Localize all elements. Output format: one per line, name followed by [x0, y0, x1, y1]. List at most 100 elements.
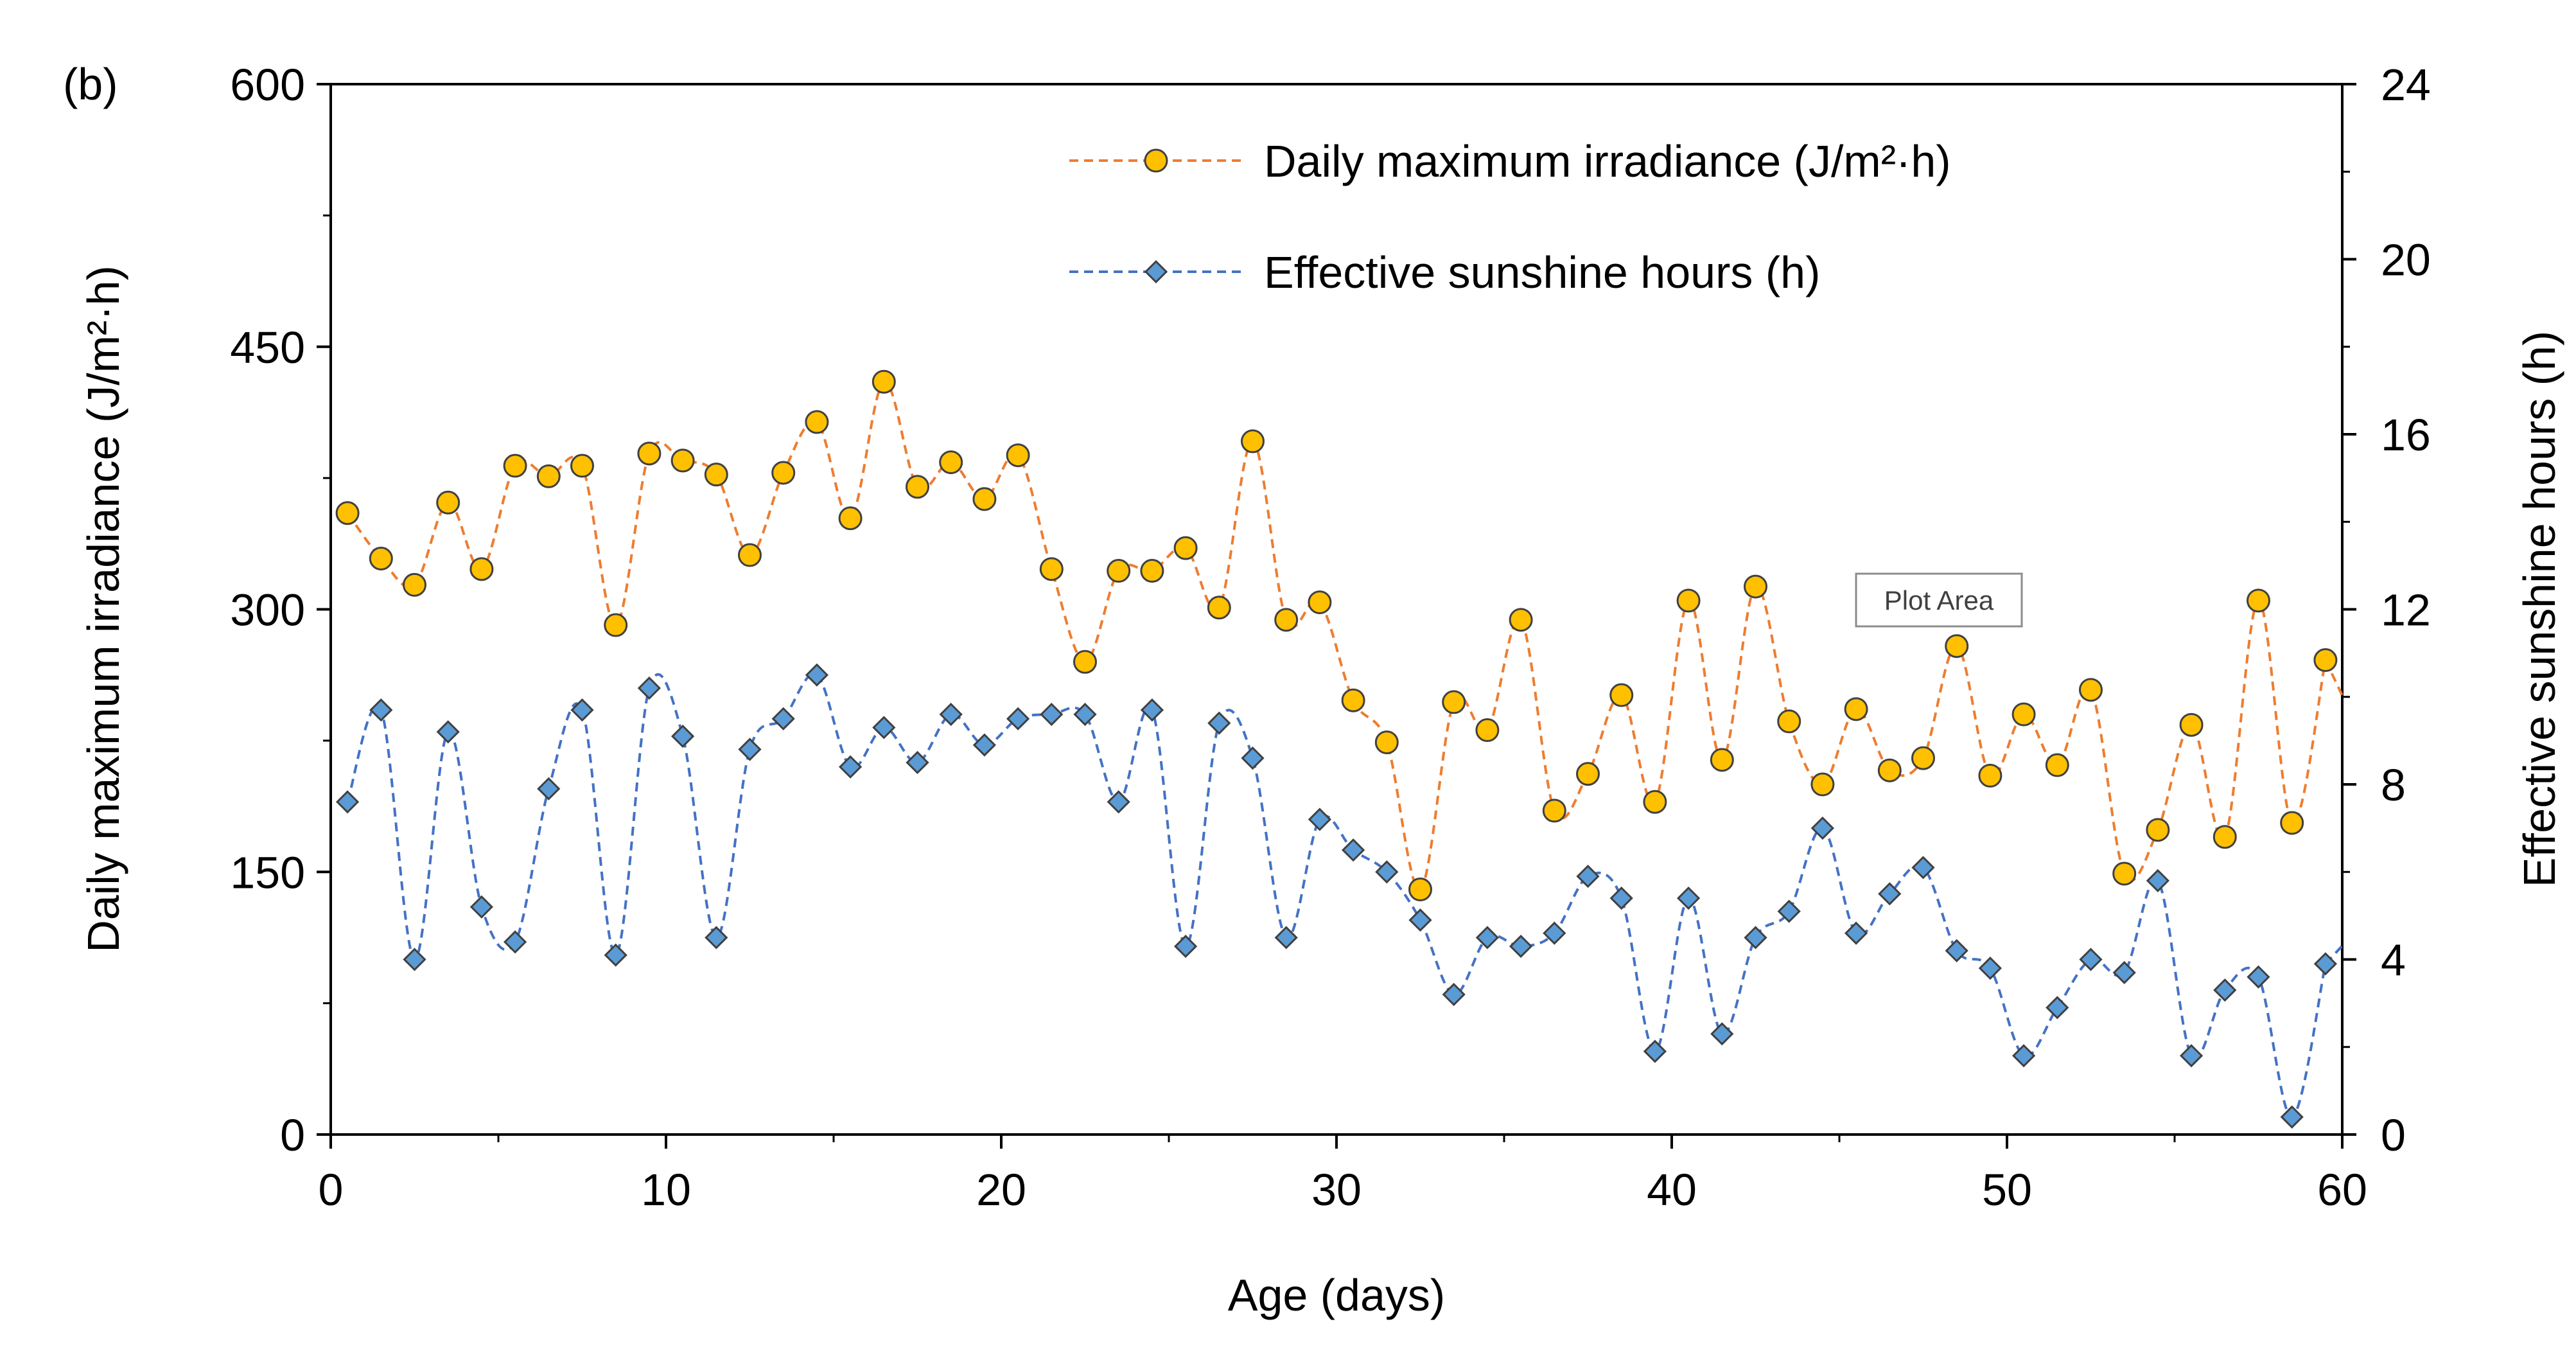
- data-point: [604, 613, 628, 637]
- data-point: [469, 557, 494, 581]
- y-axis-title-right: Effective sunshine hours (h): [2514, 331, 2564, 887]
- data-point: [369, 698, 393, 722]
- data-point: [1609, 887, 1633, 910]
- series-sunshine-hours: [335, 663, 2344, 1129]
- x-tick-label: 40: [1647, 1165, 1697, 1215]
- data-point: [1140, 559, 1164, 583]
- data-point: [1408, 908, 1432, 932]
- plot-area-tooltip: Plot Area: [1855, 572, 2023, 628]
- data-point: [838, 755, 863, 779]
- data-point: [2112, 960, 2136, 985]
- y-left-tick-label: 450: [230, 322, 305, 373]
- data-point: [1006, 443, 1030, 468]
- data-point: [536, 464, 561, 488]
- legend-marker: [1144, 260, 1168, 284]
- data-point: [436, 720, 460, 744]
- data-point: [1308, 808, 1332, 831]
- data-point: [436, 490, 460, 515]
- data-point: [1274, 926, 1298, 949]
- data-point: [1978, 763, 2002, 788]
- data-point: [2212, 825, 2237, 849]
- data-point: [1241, 429, 1265, 454]
- legend-label: Daily maximum irradiance (J/m²·h): [1264, 136, 1951, 186]
- data-point: [1576, 762, 1600, 786]
- data-point: [637, 676, 662, 700]
- x-axis-title: Age (days): [1228, 1270, 1445, 1320]
- data-point: [2146, 869, 2170, 893]
- data-point: [771, 461, 796, 485]
- data-point: [1710, 748, 1734, 772]
- data-point: [1374, 730, 1399, 755]
- data-point: [1744, 926, 1767, 949]
- panel-label: (b): [63, 59, 118, 109]
- data-point: [1542, 799, 1566, 823]
- data-point: [2011, 702, 2036, 727]
- data-point: [1408, 878, 1432, 901]
- data-point: [838, 506, 863, 531]
- data-point: [570, 454, 594, 478]
- data-point: [2046, 996, 2069, 1020]
- data-point: [1107, 790, 1130, 814]
- data-point: [1173, 934, 1198, 958]
- data-point: [2146, 818, 2170, 842]
- data-point: [1475, 926, 1500, 949]
- data-point: [1911, 746, 1935, 770]
- data-point: [537, 777, 561, 800]
- data-point: [2179, 1044, 2204, 1068]
- legend-label: Effective sunshine hours (h): [1264, 247, 1820, 297]
- plot-area: [329, 83, 2344, 1136]
- data-point: [2280, 1105, 2304, 1129]
- data-point: [1173, 536, 1198, 560]
- data-point: [403, 572, 426, 597]
- data-point: [1710, 1022, 1734, 1046]
- data-point: [403, 948, 426, 971]
- x-tick-label: 60: [2317, 1165, 2367, 1215]
- data-point: [570, 698, 594, 722]
- x-tick-label: 10: [641, 1165, 691, 1215]
- data-point: [670, 448, 695, 473]
- data-point: [1006, 707, 1030, 730]
- data-point: [1509, 934, 1533, 958]
- tooltip-box: [1855, 572, 2023, 628]
- data-point: [2313, 648, 2338, 673]
- data-point: [1911, 856, 1935, 879]
- data-point: [872, 369, 896, 394]
- data-point: [738, 737, 762, 761]
- data-point: [1744, 574, 1767, 599]
- y-left-tick-label: 150: [230, 847, 305, 897]
- data-point: [1945, 634, 1969, 658]
- data-point: [604, 943, 627, 967]
- data-point: [1945, 939, 1968, 963]
- data-point: [1777, 899, 1801, 923]
- y-right-tick-label: 16: [2381, 410, 2431, 460]
- x-tick-label: 20: [976, 1165, 1026, 1215]
- data-point: [1375, 860, 1399, 884]
- data-point: [670, 724, 695, 748]
- data-point: [2313, 952, 2338, 976]
- data-point: [1341, 838, 1365, 862]
- data-point: [1040, 702, 1064, 727]
- data-point: [906, 750, 929, 775]
- data-point: [1207, 711, 1231, 735]
- legend-marker: [1144, 148, 1168, 173]
- data-point: [1241, 746, 1265, 770]
- data-point: [872, 716, 896, 739]
- data-point: [1676, 887, 1701, 910]
- data-point: [2112, 861, 2137, 886]
- data-point: [1543, 921, 1566, 945]
- data-point: [1107, 559, 1131, 583]
- data-point: [738, 543, 762, 567]
- data-point: [1609, 683, 1634, 707]
- data-point: [1978, 957, 2002, 980]
- data-point: [1676, 588, 1701, 613]
- data-point: [1877, 758, 1902, 782]
- data-point: [805, 410, 829, 434]
- data-point: [1810, 772, 1835, 797]
- data-point: [1643, 790, 1667, 814]
- data-point: [637, 441, 662, 466]
- y-right-tick-label: 24: [2381, 60, 2431, 110]
- data-point: [2045, 753, 2069, 777]
- data-point: [972, 487, 997, 511]
- data-point: [335, 790, 360, 814]
- data-point: [1073, 702, 1097, 727]
